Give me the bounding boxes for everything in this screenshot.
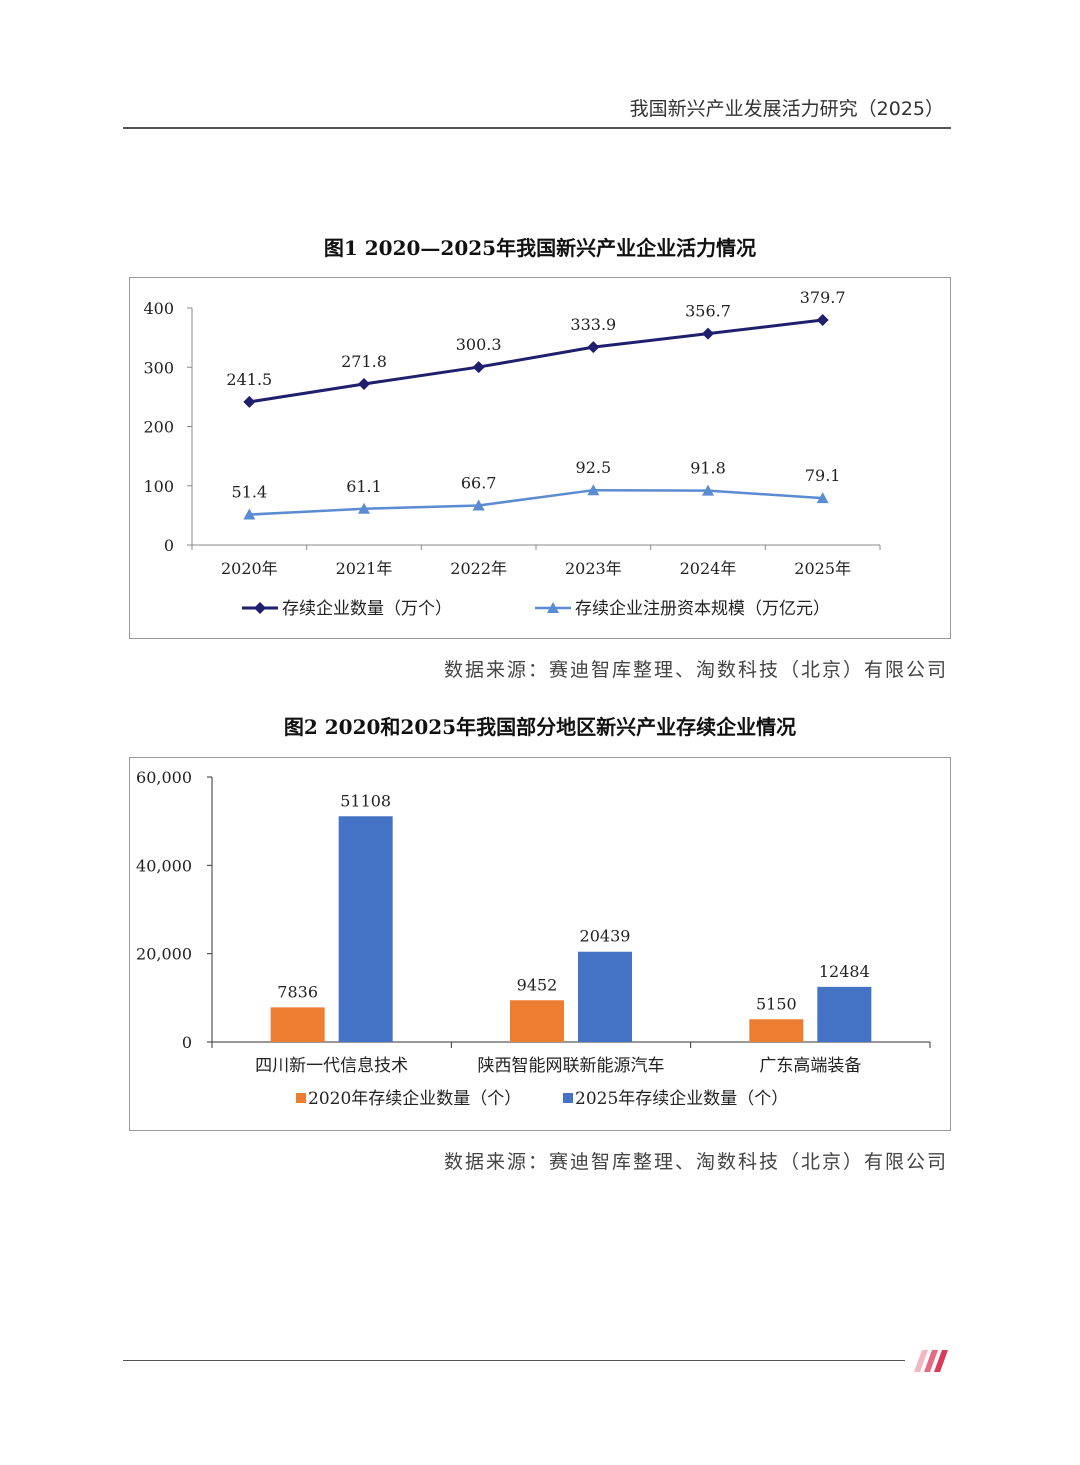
legend-marker <box>547 602 559 613</box>
data-label: 91.8 <box>690 459 726 478</box>
data-point <box>472 499 485 511</box>
figure-2-title: 图2 2020和2025年我国部分地区新兴产业存续企业情况 <box>283 715 797 739</box>
data-label: 333.9 <box>570 315 616 334</box>
bar-chart: 0 20,000 40,000 60,000 四川新一代信息技术 7836 51108 陕西智… <box>136 768 931 1109</box>
bar <box>578 951 632 1042</box>
data-point <box>358 502 370 514</box>
legend-marker <box>254 602 266 614</box>
data-label: 9452 <box>517 975 558 994</box>
data-label: 66.7 <box>461 473 497 492</box>
figure-1-title: 图1 2020—2025年我国新兴产业企业活力情况 <box>323 236 757 260</box>
data-point <box>587 484 600 496</box>
bar <box>510 1000 564 1042</box>
data-point <box>243 508 256 520</box>
data-label: 300.3 <box>456 335 502 354</box>
x-tick-label: 广东高端装备 <box>759 1056 861 1076</box>
data-label: 241.5 <box>226 370 272 389</box>
figure-2-source: 数据来源：赛迪智库整理、淘数科技（北京）有限公司 <box>443 1151 948 1173</box>
data-label: 51.4 <box>232 483 268 502</box>
legend-swatch <box>296 1093 306 1103</box>
data-label: 356.7 <box>685 302 731 321</box>
header-rule <box>123 127 951 129</box>
x-tick-label: 2023年 <box>565 559 622 578</box>
figure-1-chart: 0 100 200 300 400 2020年 2021年 2022年 2023年 2024年 20… <box>129 277 951 639</box>
data-point <box>816 314 829 327</box>
data-point <box>587 341 600 354</box>
legend-label: 存续企业注册资本规模（万亿元） <box>575 599 830 619</box>
legend-label: 2025年存续企业数量（个） <box>575 1089 788 1109</box>
x-tick-label: 2024年 <box>680 559 737 578</box>
bar <box>338 816 393 1042</box>
bar <box>749 1019 804 1042</box>
legend-label: 2020年存续企业数量（个） <box>308 1089 521 1109</box>
data-point <box>243 395 256 408</box>
x-tick-label: 2021年 <box>336 559 393 578</box>
bar <box>270 1007 325 1042</box>
document-header-title: 我国新兴产业发展活力研究（2025） <box>629 98 944 120</box>
x-tick-label: 陕西智能网联新能源汽车 <box>478 1056 665 1076</box>
y-tick-label: 300 <box>143 358 174 377</box>
legend-label: 存续企业数量（万个） <box>282 599 452 619</box>
legend-swatch <box>563 1093 573 1103</box>
data-point <box>358 377 370 390</box>
publisher-logo-icon <box>914 1350 948 1372</box>
data-point <box>816 492 829 504</box>
series-line <box>249 488 823 516</box>
y-tick-label: 0 <box>164 536 174 555</box>
data-label: 271.8 <box>341 352 387 371</box>
y-tick-label: 0 <box>182 1033 192 1052</box>
data-point <box>472 361 485 374</box>
line-chart: 0 100 200 300 400 2020年 2021年 2022年 2023年 2024年 20… <box>143 288 881 619</box>
data-point <box>702 327 714 340</box>
data-point <box>702 484 714 496</box>
data-label: 20439 <box>580 927 631 946</box>
data-label: 7836 <box>277 982 318 1001</box>
bar <box>817 986 872 1042</box>
y-tick-label: 40,000 <box>136 856 192 875</box>
data-label: 51108 <box>340 791 391 810</box>
data-label: 379.7 <box>800 288 846 307</box>
y-tick-label: 20,000 <box>136 945 192 964</box>
y-tick-label: 100 <box>143 477 174 496</box>
x-tick-label: 四川新一代信息技术 <box>255 1056 408 1076</box>
data-label: 12484 <box>819 962 870 981</box>
figure-1-source: 数据来源：赛迪智库整理、淘数科技（北京）有限公司 <box>443 659 948 681</box>
y-tick-label: 200 <box>143 418 174 437</box>
footer-rule <box>123 1360 905 1361</box>
x-tick-label: 2022年 <box>450 559 507 578</box>
data-label: 92.5 <box>576 458 612 477</box>
series-line <box>249 318 823 404</box>
x-tick-label: 2025年 <box>794 559 851 578</box>
y-tick-label: 400 <box>143 299 174 318</box>
data-label: 5150 <box>756 994 797 1013</box>
data-label: 79.1 <box>805 466 841 485</box>
figure-2-chart: 0 20,000 40,000 60,000 四川新一代信息技术 7836 51108 陕西智… <box>129 757 951 1131</box>
data-label: 61.1 <box>346 477 382 496</box>
x-tick-label: 2020年 <box>221 559 278 578</box>
y-tick-label: 60,000 <box>136 768 192 787</box>
